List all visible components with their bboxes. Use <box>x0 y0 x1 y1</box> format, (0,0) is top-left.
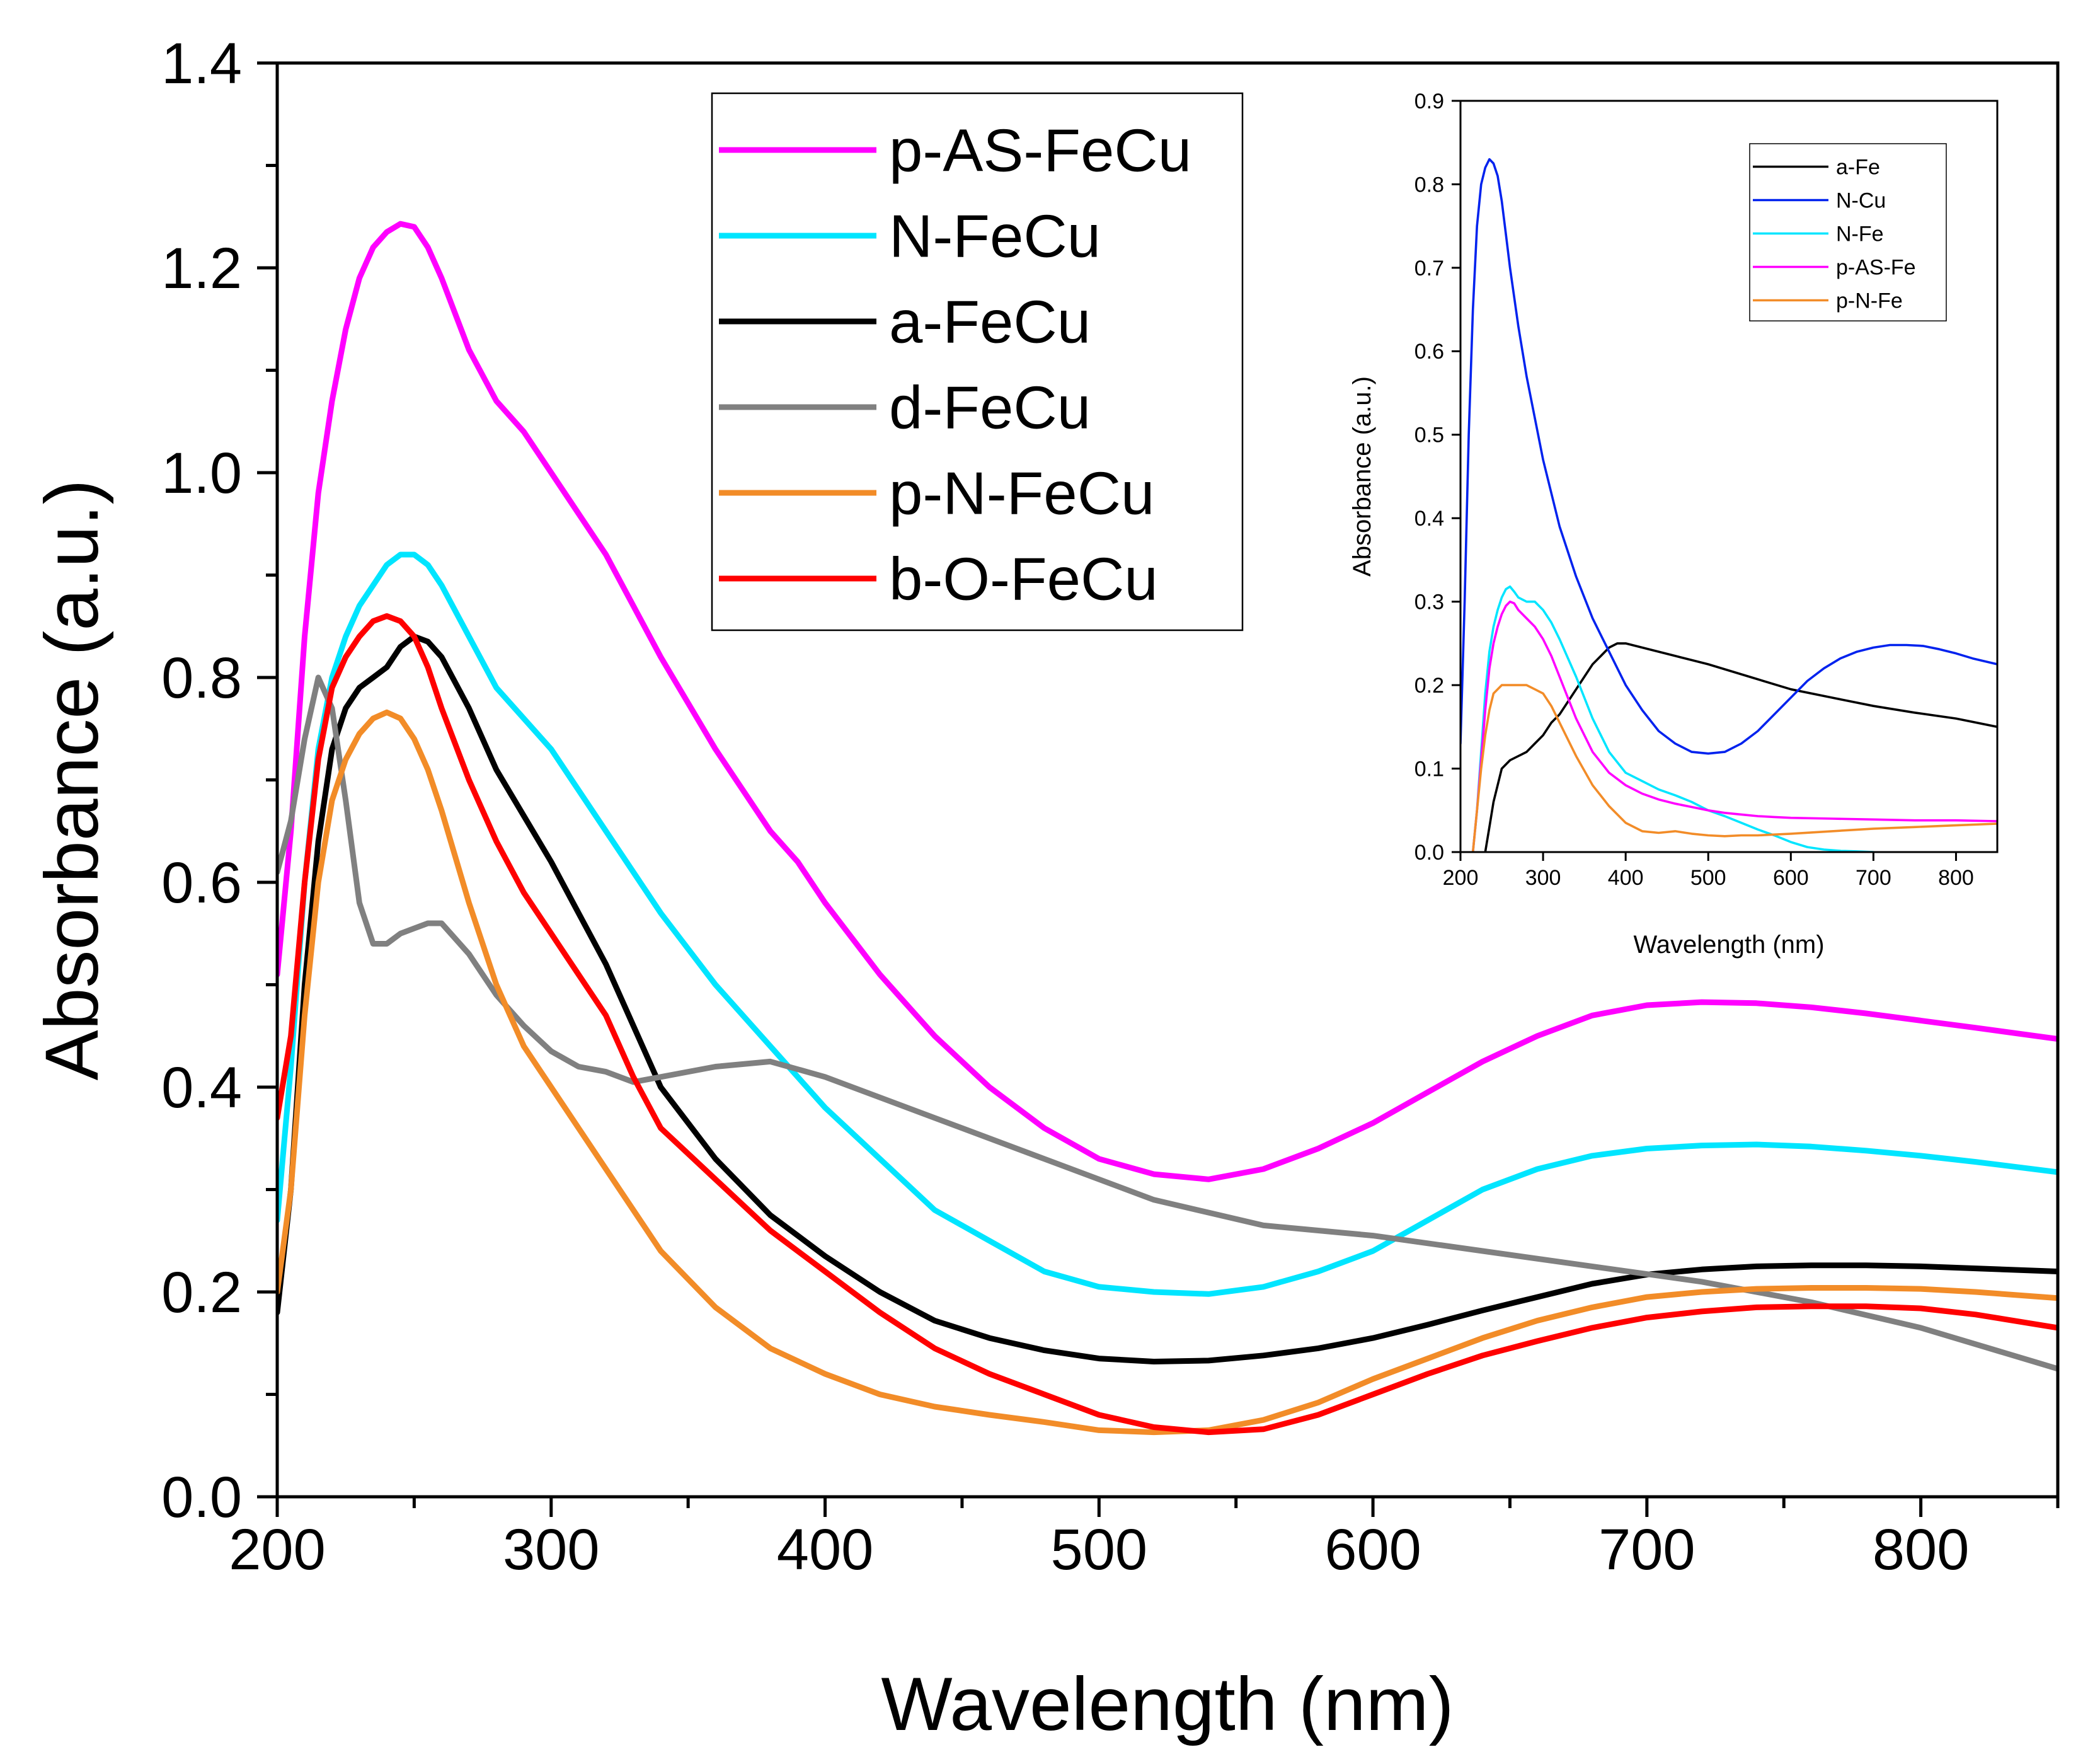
main-y-tick-label: 0.2 <box>161 1260 242 1325</box>
main-legend-label: p-N-FeCu <box>889 460 1154 527</box>
main-x-tick-label: 800 <box>1873 1518 1970 1582</box>
inset-legend: a-Fe N-Cu N-Fe p-AS-Fe p-N-Fe <box>1749 143 1947 321</box>
inset-y-tick-label: 0.3 <box>1414 591 1444 614</box>
main-x-tick-label: 400 <box>777 1518 874 1582</box>
inset-series-line-a-Fe <box>1484 642 1997 852</box>
main-series-line-a-FeCu <box>277 633 2058 1364</box>
inset-legend-label: a-Fe <box>1836 155 1880 179</box>
main-x-tick-label: 200 <box>229 1518 326 1582</box>
inset-x-tick-label: 800 <box>1938 866 1974 890</box>
inset-legend-box <box>1749 143 1947 321</box>
inset-y-tick-label: 0.8 <box>1414 173 1444 197</box>
inset-x-tick-label: 700 <box>1856 866 1891 890</box>
main-y-tick-label: 0.6 <box>161 851 242 915</box>
inset-plot-frame <box>1459 100 1999 853</box>
inset-series-line-N-Cu <box>1460 158 1997 755</box>
main-series-line-b-O-FeCu <box>277 613 2058 1436</box>
main-axis-ticks: 200 300 400 500 600 700 800 0.0 0.2 0.4 0.6 0.8 1.0 1… <box>161 32 2060 1582</box>
main-x-axis-label: Wavelength (nm) <box>881 1662 1454 1746</box>
inset-y-axis-label: Absorbance (a.u.) <box>1348 376 1376 577</box>
inset-legend-label: N-Fe <box>1836 222 1884 246</box>
main-series-line-p-AS-FeCu <box>277 221 2058 1182</box>
main-series-line-p-N-FeCu <box>277 709 2058 1436</box>
inset-axis-ticks: 200 300 400 500 600 700 800 0.0 0.1 0.2 0.3 0.4 0.5 0… <box>1414 89 1974 890</box>
main-y-tick-label: 1.4 <box>161 32 242 96</box>
main-y-tick-label: 0.0 <box>161 1465 242 1530</box>
main-y-tick-label: 0.8 <box>161 646 242 710</box>
main-legend-label: d-FeCu <box>889 374 1091 442</box>
inset-y-tick-label: 0.9 <box>1414 89 1444 113</box>
inset-x-tick-label: 600 <box>1773 866 1809 890</box>
main-series-group <box>277 221 2058 1436</box>
main-y-axis-label: Absorbance (a.u.) <box>30 480 114 1081</box>
inset-series-group <box>1460 158 1997 852</box>
inset-x-tick-label: 400 <box>1608 866 1644 890</box>
inset-legend-label: N-Cu <box>1836 188 1886 212</box>
inset-legend-label: p-AS-Fe <box>1836 255 1916 279</box>
main-legend-label: b-O-FeCu <box>889 546 1158 613</box>
main-x-tick-label: 300 <box>503 1518 600 1582</box>
main-legend-label: p-AS-FeCu <box>889 117 1191 185</box>
inset-x-axis-label: Wavelength (nm) <box>1633 931 1824 959</box>
inset-series-line-N-Fe <box>1471 585 1875 852</box>
main-legend-box <box>711 92 1244 631</box>
inset-y-tick-label: 0.7 <box>1414 257 1444 280</box>
inset-y-tick-label: 0.1 <box>1414 757 1444 781</box>
inset-legend-label: p-N-Fe <box>1836 289 1903 313</box>
inset-chart: 200 300 400 500 600 700 800 0.0 0.1 0.2 0.3 0.4 0.5 0… <box>1348 89 1999 959</box>
inset-y-tick-label: 0.2 <box>1414 674 1444 698</box>
main-chart: 200 300 400 500 600 700 800 0.0 0.2 0.4 0.6 0.8 1.0 1… <box>30 32 2060 1746</box>
main-y-tick-label: 1.2 <box>161 236 242 301</box>
main-y-tick-label: 1.0 <box>161 441 242 505</box>
main-series-line-d-FeCu <box>277 674 2058 1372</box>
main-legend-label: a-FeCu <box>889 289 1091 356</box>
main-x-tick-label: 700 <box>1598 1518 1695 1582</box>
inset-y-tick-label: 0.5 <box>1414 424 1444 447</box>
main-y-tick-label: 0.4 <box>161 1056 242 1120</box>
inset-y-tick-label: 0.6 <box>1414 340 1444 364</box>
inset-x-tick-label: 500 <box>1690 866 1726 890</box>
main-series-line-N-FeCu <box>277 551 2058 1297</box>
inset-x-tick-label: 300 <box>1525 866 1561 890</box>
inset-y-tick-label: 0.4 <box>1414 507 1444 531</box>
inset-y-tick-label: 0.0 <box>1414 841 1444 865</box>
inset-x-tick-label: 200 <box>1443 866 1479 890</box>
main-x-tick-label: 500 <box>1051 1518 1148 1582</box>
main-legend: p-AS-FeCu N-FeCu a-FeCu d-FeCu p-N-FeCu b-O-F… <box>711 92 1244 631</box>
main-legend-label: N-FeCu <box>889 203 1101 270</box>
inset-series-line-p-N-Fe <box>1471 684 1997 852</box>
inset-series-line-p-AS-Fe <box>1471 600 1997 852</box>
main-x-tick-label: 600 <box>1324 1518 1421 1582</box>
